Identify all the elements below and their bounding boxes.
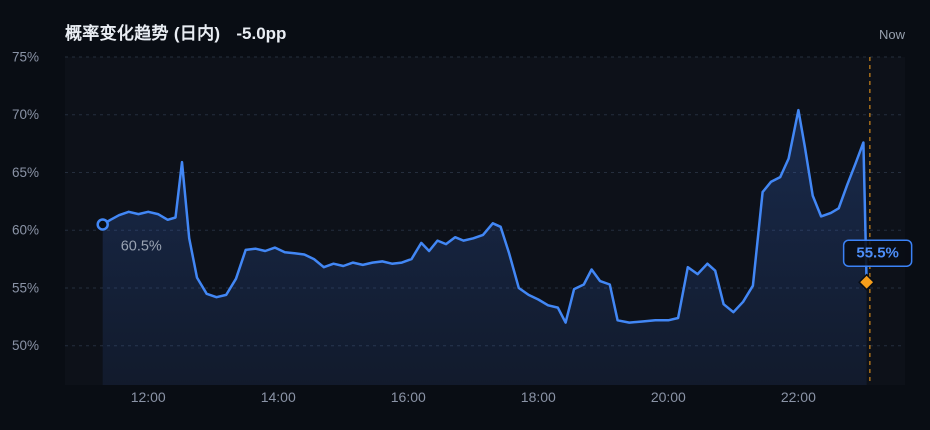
y-tick-label: 50% bbox=[12, 338, 39, 353]
x-tick-label: 20:00 bbox=[651, 389, 686, 405]
current-value-marker bbox=[858, 273, 876, 291]
series-line bbox=[101, 108, 868, 324]
y-tick-label: 60% bbox=[12, 223, 39, 238]
start-marker bbox=[96, 218, 109, 231]
series-area-fill bbox=[102, 110, 867, 385]
y-tick-label: 65% bbox=[12, 165, 39, 180]
now-label: Now bbox=[878, 27, 905, 42]
x-tick-label: 16:00 bbox=[391, 389, 426, 405]
change-value: -5.0pp bbox=[236, 24, 287, 43]
x-tick-label: 14:00 bbox=[261, 389, 296, 405]
title-group: 概率变化趋势 (日内) -5.0pp bbox=[65, 19, 286, 44]
current-value-text: 55.5% bbox=[856, 245, 899, 262]
x-tick-label: 12:00 bbox=[131, 389, 166, 405]
y-tick-label: 55% bbox=[12, 280, 39, 295]
y-tick-label: 75% bbox=[12, 50, 39, 65]
chart-header: 概率变化趋势 (日内) -5.0pp Now bbox=[0, 0, 930, 44]
start-value-label: 60.5% bbox=[121, 238, 162, 254]
chart-title: 概率变化趋势 (日内) bbox=[65, 24, 221, 43]
x-tick-label: 22:00 bbox=[781, 389, 816, 405]
y-tick-label: 70% bbox=[12, 107, 39, 122]
current-value-badge bbox=[842, 239, 913, 267]
x-tick-label: 18:00 bbox=[521, 389, 556, 405]
probability-chart[interactable]: 75% 70% 65% 60% 55% 50% 12:00 14:00 16:00 18:00 20… bbox=[0, 44, 930, 430]
